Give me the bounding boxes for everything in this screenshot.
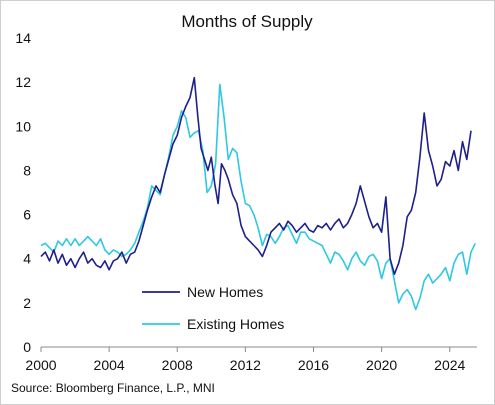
- x-tick-label: 2016: [298, 357, 329, 373]
- y-tick-label: 6: [23, 207, 31, 223]
- legend-label-new-homes: New Homes: [187, 284, 263, 300]
- x-tick-label: 2024: [434, 357, 465, 373]
- axes: 0 2 4 6 8 10 12 14 2000 2004 2008 2012 2016 2020 2024: [15, 30, 477, 373]
- series-line-new-homes: [40, 76, 472, 276]
- x-tick-label: 2008: [162, 357, 193, 373]
- y-tick-label: 2: [23, 295, 31, 311]
- series-line-existing-homes: [40, 83, 477, 311]
- series-layer: [40, 76, 477, 311]
- x-tick-label: 2012: [230, 357, 261, 373]
- y-tick-label: 14: [15, 30, 31, 46]
- legend: New Homes Existing Homes: [142, 284, 284, 332]
- x-tick-label: 2020: [366, 357, 397, 373]
- x-tick-label: 2004: [94, 357, 125, 373]
- source-note: Source: Bloomberg Finance, L.P., MNI: [11, 381, 215, 395]
- y-tick-label: 0: [23, 339, 31, 355]
- y-tick-label: 8: [23, 162, 31, 178]
- legend-label-existing-homes: Existing Homes: [187, 316, 284, 332]
- y-tick-label: 10: [15, 118, 31, 134]
- x-tick-label: 2000: [25, 357, 56, 373]
- y-tick-label: 12: [15, 74, 31, 90]
- y-tick-label: 4: [23, 251, 31, 267]
- chart-title: Months of Supply: [181, 12, 313, 31]
